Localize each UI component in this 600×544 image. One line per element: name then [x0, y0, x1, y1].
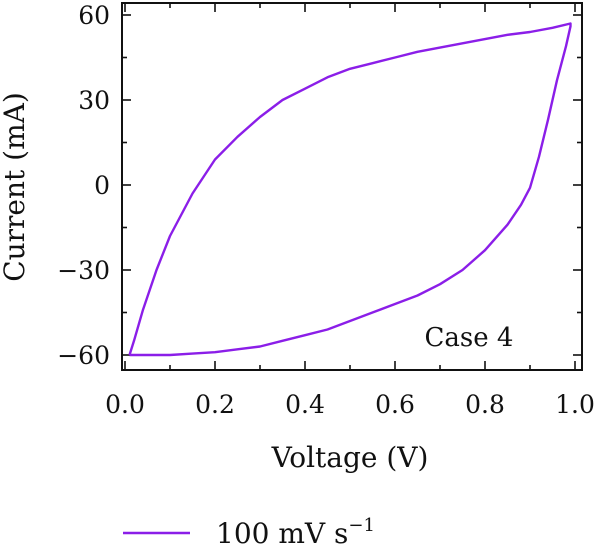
plot-frame: [121, 2, 583, 371]
legend-label-sup: −1: [348, 515, 375, 536]
x-tick-label: 0.0: [105, 390, 145, 419]
cv-curve: [128, 22, 572, 357]
ticks-layer: [122, 3, 582, 370]
legend-label-main: 100 mV s: [216, 517, 348, 544]
legend-label: 100 mV s−1: [216, 515, 375, 544]
x-tick-label: 0.6: [375, 390, 415, 419]
x-tick-label: 0.2: [195, 390, 235, 419]
y-tick-label: −60: [57, 341, 110, 370]
x-tick-label: 0.8: [465, 390, 505, 419]
x-tick-label: 1.0: [555, 390, 595, 419]
case-annotation: Case 4: [425, 323, 514, 353]
x-axis-label: Voltage (V): [271, 441, 429, 474]
x-tick-label: 0.4: [285, 390, 325, 419]
y-tick-label: 0: [94, 171, 110, 200]
y-tick-label: 60: [78, 1, 110, 30]
y-tick-label: −30: [57, 256, 110, 285]
y-axis-label: Current (mA): [0, 92, 31, 282]
y-tick-label: 30: [78, 86, 110, 115]
tick-labels: 0.0 0.2 0.4 0.6 0.8 1.0 −60 −30 0 30 60: [57, 1, 595, 419]
